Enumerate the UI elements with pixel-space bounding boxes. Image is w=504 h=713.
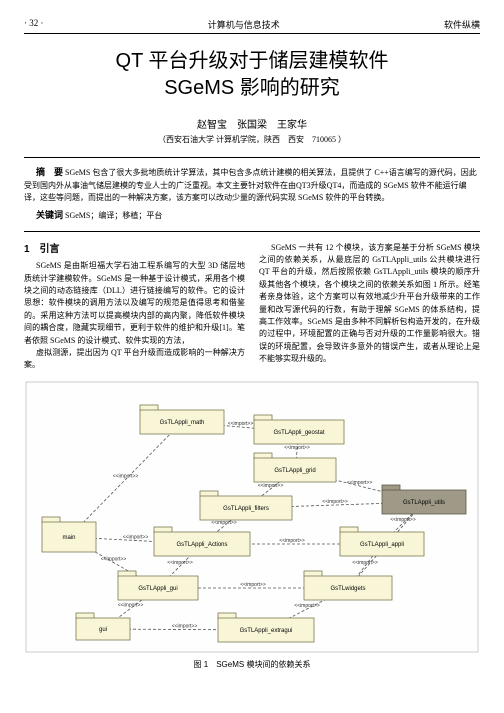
svg-text:GsTLAppli_grid: GsTLAppli_grid — [274, 468, 315, 474]
column-left: 1 引言 SGeMS 是由斯坦福大学石油工程系编写的大型 3D 储层地质统计学建… — [24, 242, 245, 372]
svg-text:<<import>>: <<import>> — [240, 582, 266, 588]
abstract-text: SGeMS 包含了很大多批地质统计学算法，其中包含多点统计建模的相关算法，且提供… — [24, 168, 477, 202]
svg-text:<<import>>: <<import>> — [284, 445, 310, 451]
section-name: 软件纵横 — [444, 18, 480, 31]
dependency-diagram: <<import>> <<import>> <<import>> <<import>>… — [24, 380, 480, 655]
svg-text:<<import>>: <<import>> — [172, 623, 198, 629]
figure-1: <<import>> <<import>> <<import>> <<import>>… — [24, 380, 480, 670]
svg-text:GsTLAppli_Actions: GsTLAppli_Actions — [176, 542, 227, 548]
svg-text:<<import>>: <<import>> — [390, 517, 416, 523]
svg-text:<<import>>: <<import>> — [279, 538, 305, 544]
article-title: QT 平台升级对于储层建模软件SGeMS 影响的研究 — [24, 48, 480, 102]
svg-text:GsTLAppli_extragui: GsTLAppli_extragui — [240, 628, 293, 634]
svg-text:GsTLAppli_math: GsTLAppli_math — [160, 420, 205, 426]
affiliation: （西安石油大学 计算机学院，陕西 西安 710065 ） — [24, 134, 480, 145]
abstract-block: 摘 要 SGeMS 包含了很大多批地质统计学算法，其中包含多点统计建模的相关算法… — [24, 157, 480, 232]
svg-text:<<import>>: <<import>> — [101, 556, 127, 562]
svg-text:<<import>>: <<import>> — [167, 560, 193, 566]
svg-text:<<import>>: <<import>> — [322, 499, 348, 505]
svg-text:GsTLAppli_geostat: GsTLAppli_geostat — [273, 430, 324, 436]
figure-caption: 图 1 SGeMS 模块间的依赖关系 — [24, 659, 480, 670]
keywords-label: 关键词 — [36, 210, 63, 220]
svg-text:GsTLwidgets: GsTLwidgets — [330, 586, 365, 592]
svg-text:GsTLAppli_appli: GsTLAppli_appli — [360, 542, 404, 548]
svg-text:gui: gui — [99, 627, 107, 633]
svg-text:<<import>>: <<import>> — [118, 602, 144, 608]
page-header: · 32 · 计算机与信息技术 软件纵横 — [24, 18, 480, 34]
authors: 赵智宝 张国梁 王家华 — [24, 116, 480, 131]
svg-text:GsTLAppli_gui: GsTLAppli_gui — [138, 586, 177, 592]
keywords-text: SGeMS；编译；移植；平台 — [65, 211, 162, 220]
svg-text:main: main — [62, 535, 75, 541]
svg-text:<<import>>: <<import>> — [294, 603, 320, 609]
paragraph: SGeMS 一共有 12 个模块，该方案是基于分析 SGeMS 模块之间的依赖关… — [259, 242, 480, 366]
svg-text:<<import>>: <<import>> — [123, 534, 149, 540]
journal-name: 计算机与信息技术 — [208, 18, 280, 31]
paragraph: SGeMS 是由斯坦福大学石油工程系编写的大型 3D 储层地质统计学建模软件。S… — [24, 260, 245, 347]
section-heading: 1 引言 — [24, 242, 245, 258]
svg-text:<<import>>: <<import>> — [352, 560, 378, 566]
body-columns: 1 引言 SGeMS 是由斯坦福大学石油工程系编写的大型 3D 储层地质统计学建… — [24, 242, 480, 372]
svg-text:<<import>>: <<import>> — [228, 421, 254, 427]
svg-text:<<import>>: <<import>> — [211, 520, 237, 526]
paragraph: 虚拟测源，提出因为 QT 平台升级而造成影响的一种解决方案。 — [24, 347, 245, 372]
page-number: · 32 · — [24, 18, 44, 31]
column-right: SGeMS 一共有 12 个模块，该方案是基于分析 SGeMS 模块之间的依赖关… — [259, 242, 480, 372]
svg-text:GsTLAppli_utils: GsTLAppli_utils — [403, 500, 445, 506]
svg-text:<<import>>: <<import>> — [258, 483, 284, 489]
svg-text:<<import>>: <<import>> — [347, 480, 373, 486]
svg-text:GsTLAppli_filters: GsTLAppli_filters — [223, 506, 269, 512]
abstract-label: 摘 要 — [36, 167, 63, 177]
svg-text:<<import>>: <<import>> — [113, 473, 139, 479]
